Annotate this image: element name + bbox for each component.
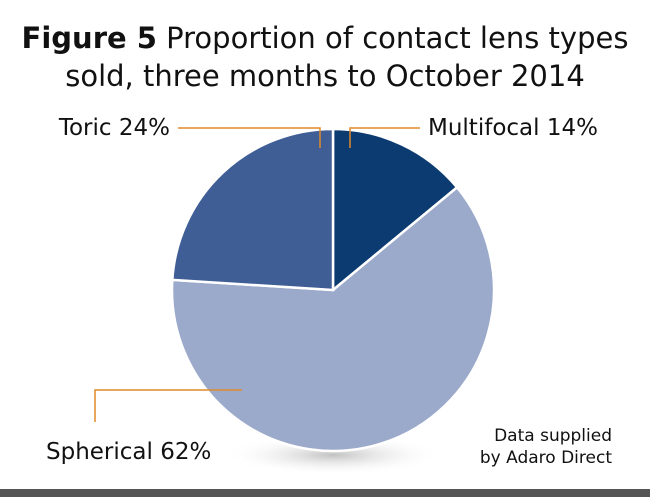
leader-line — [349, 127, 420, 148]
value-label: 62% — [160, 439, 211, 465]
chart-title: Figure 5 Proportion of contact lens type… — [22, 21, 629, 55]
source-note: by Adaro Direct — [480, 448, 612, 468]
pie-slice — [170, 185, 496, 453]
category: Toric — [58, 115, 112, 141]
leader-line — [94, 389, 242, 422]
pie — [170, 127, 496, 453]
pie-slice — [331, 127, 459, 293]
pie-slice — [170, 127, 335, 292]
category: Spherical — [46, 439, 153, 465]
shadow — [223, 435, 443, 475]
bottom-border — [0, 489, 650, 497]
slice-label: Spherical 62% — [46, 439, 211, 465]
category: Multifocal — [428, 115, 540, 141]
slice-label: Toric 24% — [58, 115, 170, 141]
chart-subtitle: sold, three months to October 2014 — [65, 59, 585, 93]
leader-line — [178, 127, 321, 148]
value-label: 24% — [119, 115, 170, 141]
slice-label: Multifocal 14% — [428, 115, 598, 141]
figure-label: Figure 5 — [22, 21, 157, 55]
title: Proportion of contact lens types — [166, 21, 628, 55]
source-note: Data supplied — [494, 426, 612, 446]
value-label: 14% — [547, 115, 598, 141]
